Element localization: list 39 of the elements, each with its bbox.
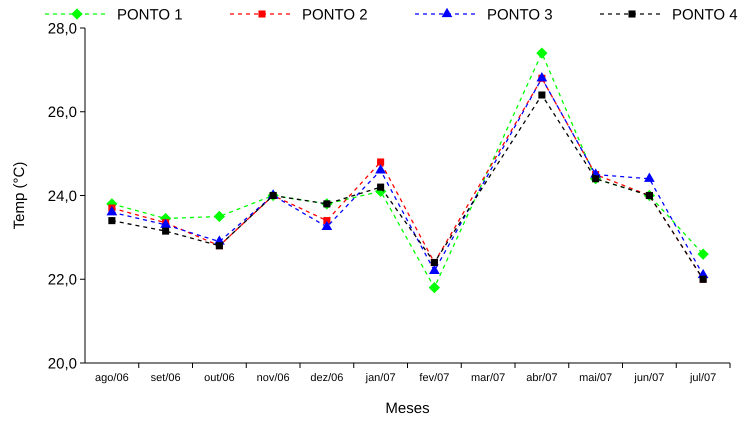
x-tick-label: jan/07 (364, 372, 396, 384)
legend-label: PONTO 4 (672, 6, 738, 24)
point (108, 217, 116, 224)
point (162, 228, 170, 235)
point (377, 158, 384, 166)
y-tick-label: 26,0 (48, 104, 77, 121)
point (375, 164, 386, 174)
point (428, 282, 440, 294)
y-tick-label: 20,0 (48, 355, 77, 372)
point (322, 220, 332, 230)
x-tick-label: out/06 (204, 372, 235, 384)
point (538, 91, 546, 99)
point (377, 184, 384, 191)
point (429, 264, 440, 274)
point (644, 172, 655, 182)
x-tick-label: ago/06 (95, 372, 129, 384)
legend-label: PONTO 3 (487, 6, 553, 24)
x-tick-label: abr/07 (526, 372, 558, 384)
x-tick-label: set/06 (150, 372, 181, 384)
y-tick-label: 28,0 (48, 20, 77, 38)
x-tick-label: mai/07 (579, 372, 612, 384)
y-axis-title: Temp (°C) (11, 162, 28, 230)
point (214, 210, 226, 222)
x-tick-label: jul/07 (688, 372, 716, 384)
point (106, 206, 118, 216)
x-tick-label: mar/07 (471, 372, 506, 384)
x-tick-label: nov/06 (256, 372, 290, 384)
y-tick-label: 24,0 (48, 188, 77, 205)
x-tick-label: jun/07 (633, 372, 664, 384)
x-axis-title: Meses (385, 400, 430, 417)
legend-label: PONTO 2 (302, 6, 368, 24)
x-tick-label: fev/07 (419, 372, 450, 384)
y-tick-label: 22,0 (48, 272, 77, 288)
x-tick-label: dez/06 (310, 372, 344, 384)
legend-label: PONTO 1 (117, 6, 183, 24)
point (592, 175, 600, 182)
point (697, 248, 709, 260)
point (536, 47, 548, 59)
point (536, 72, 548, 82)
